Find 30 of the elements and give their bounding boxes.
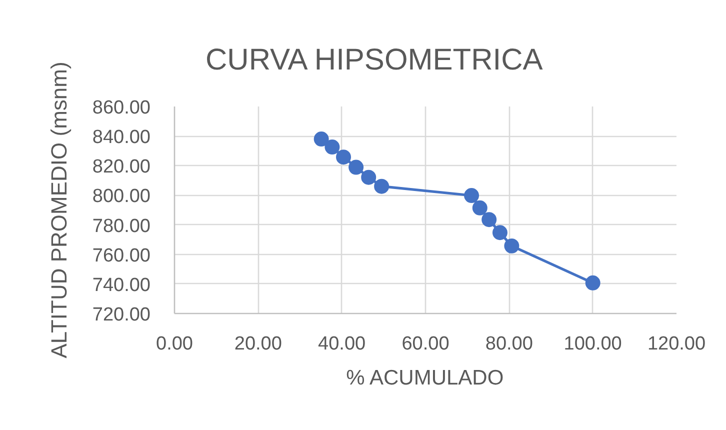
chart-title: CURVA HIPSOMETRICA	[206, 44, 543, 76]
point	[361, 170, 376, 185]
y-tick-label: 760.00	[92, 245, 151, 266]
y-tick-label: 800.00	[92, 186, 151, 208]
y-axis-title: ALTITUD PROMEDIO (msnm)	[46, 62, 72, 358]
point	[374, 178, 390, 194]
y-tick-label: 780.00	[92, 216, 151, 237]
point	[504, 238, 520, 254]
y-tick-label: 860.00	[92, 98, 151, 118]
x-tick-label: 120.00	[647, 334, 706, 354]
point	[464, 188, 480, 203]
x-tick-label: 60.00	[402, 334, 450, 354]
y-tick-label: 740.00	[92, 274, 151, 296]
point	[336, 150, 352, 165]
x-tick-label: 80.00	[485, 334, 533, 354]
y-tick-label: 840.00	[92, 127, 151, 148]
point	[314, 132, 329, 147]
y-tick-label: 720.00	[92, 304, 151, 326]
point	[324, 140, 340, 154]
point	[472, 200, 488, 216]
point	[348, 160, 364, 175]
point	[585, 275, 600, 290]
y-tick-label: 820.00	[92, 156, 151, 178]
x-tick-label: 40.00	[318, 334, 366, 354]
x-tick-label: 20.00	[234, 334, 282, 354]
point	[482, 212, 497, 228]
x-tick-label: 0.00	[156, 334, 193, 354]
point	[492, 225, 508, 240]
x-axis-title: % ACUMULADO	[346, 366, 504, 390]
x-tick-label: 100.00	[564, 334, 622, 354]
